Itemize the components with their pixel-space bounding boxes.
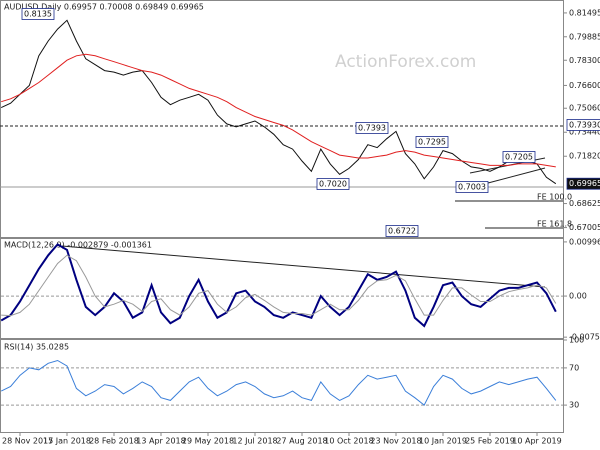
x-tick-label: 10 Apr 2019: [512, 437, 561, 446]
series-line: [1, 254, 557, 317]
annotation: FE 161.8: [537, 220, 572, 229]
x-tick-label: 23 Nov 2018: [370, 437, 421, 446]
y-tick-label: 100: [569, 336, 584, 345]
y-tick-label: 0.76600: [569, 81, 600, 90]
x-tick-label: 25 Feb 2019: [465, 437, 515, 446]
annotation: 0.7205: [505, 153, 533, 162]
label-box: [21, 8, 55, 20]
y-tick-label: 0.67005: [569, 223, 600, 232]
x-tick-label: 27 Aug 2018: [276, 437, 327, 446]
annotation: 0.6722: [388, 227, 416, 236]
price-label: 0.69965: [569, 179, 600, 188]
x-tick-label: 15 Jan 2018: [43, 437, 91, 446]
y-tick-label: 70: [569, 363, 579, 372]
series-line: [0, 243, 557, 328]
annotation: 0.7295: [418, 138, 446, 147]
annotation: 0.7003: [458, 183, 486, 192]
label-box: [566, 177, 600, 190]
label-box: [415, 136, 449, 148]
y-tick-label: 0.79885: [569, 32, 600, 41]
macd-title: MACD(12,26,9) -0.002879 -0.001361: [4, 241, 152, 250]
x-tick-label: 13 Apr 2018: [136, 437, 185, 446]
label-box: [385, 225, 419, 237]
chart-title: AUDUSD,Daily 0.69957 0.70008 0.69849 0.6…: [4, 3, 204, 12]
price-panel: [0, 0, 564, 238]
series-line: [0, 19, 557, 185]
label-box: [355, 122, 389, 134]
y-tick-label: 0.009964: [569, 237, 600, 246]
macd-trend-line: [61, 245, 546, 288]
x-tick-label: 10 Jan 2019: [419, 437, 467, 446]
rsi-title: RSI(14) 35.0285: [4, 343, 69, 352]
y-tick-label: 0.00: [569, 292, 587, 301]
label-box: [502, 151, 536, 163]
label-box: [455, 181, 489, 193]
annotation: 0.7393: [358, 124, 386, 133]
y-tick-label: 0.81495: [569, 8, 600, 17]
x-tick-label: 10 Oct 2018: [324, 437, 373, 446]
trend-line: [487, 167, 546, 184]
rsi-panel: [0, 339, 564, 433]
y-tick-label: 0.75060: [569, 104, 600, 113]
label-box: [566, 119, 600, 131]
x-tick-label: 12 Jul 2018: [232, 437, 277, 446]
y-tick-label: -0.00756: [569, 333, 600, 342]
series-line: [0, 359, 557, 406]
series-line: [1, 53, 556, 168]
x-tick-label: 28 Nov 2017: [2, 437, 53, 446]
y-tick-label: 0.68625: [569, 199, 600, 208]
y-tick-label: 0.78300: [569, 56, 600, 65]
y-tick-label: 0.73440: [569, 128, 600, 137]
label-box: [316, 178, 350, 190]
price-label: 0.73930: [569, 120, 600, 129]
annotation: 0.7020: [319, 180, 347, 189]
x-tick-label: 28 Feb 2018: [89, 437, 139, 446]
macd-panel: [0, 238, 564, 339]
annotation: 0.8135: [24, 10, 52, 19]
watermark: ActionForex.com: [335, 52, 476, 72]
y-tick-label: 0.71820: [569, 152, 600, 161]
x-tick-label: 29 May 2018: [182, 437, 234, 446]
y-tick-label: 30: [569, 401, 579, 410]
annotation: FE 100.0: [537, 193, 572, 202]
